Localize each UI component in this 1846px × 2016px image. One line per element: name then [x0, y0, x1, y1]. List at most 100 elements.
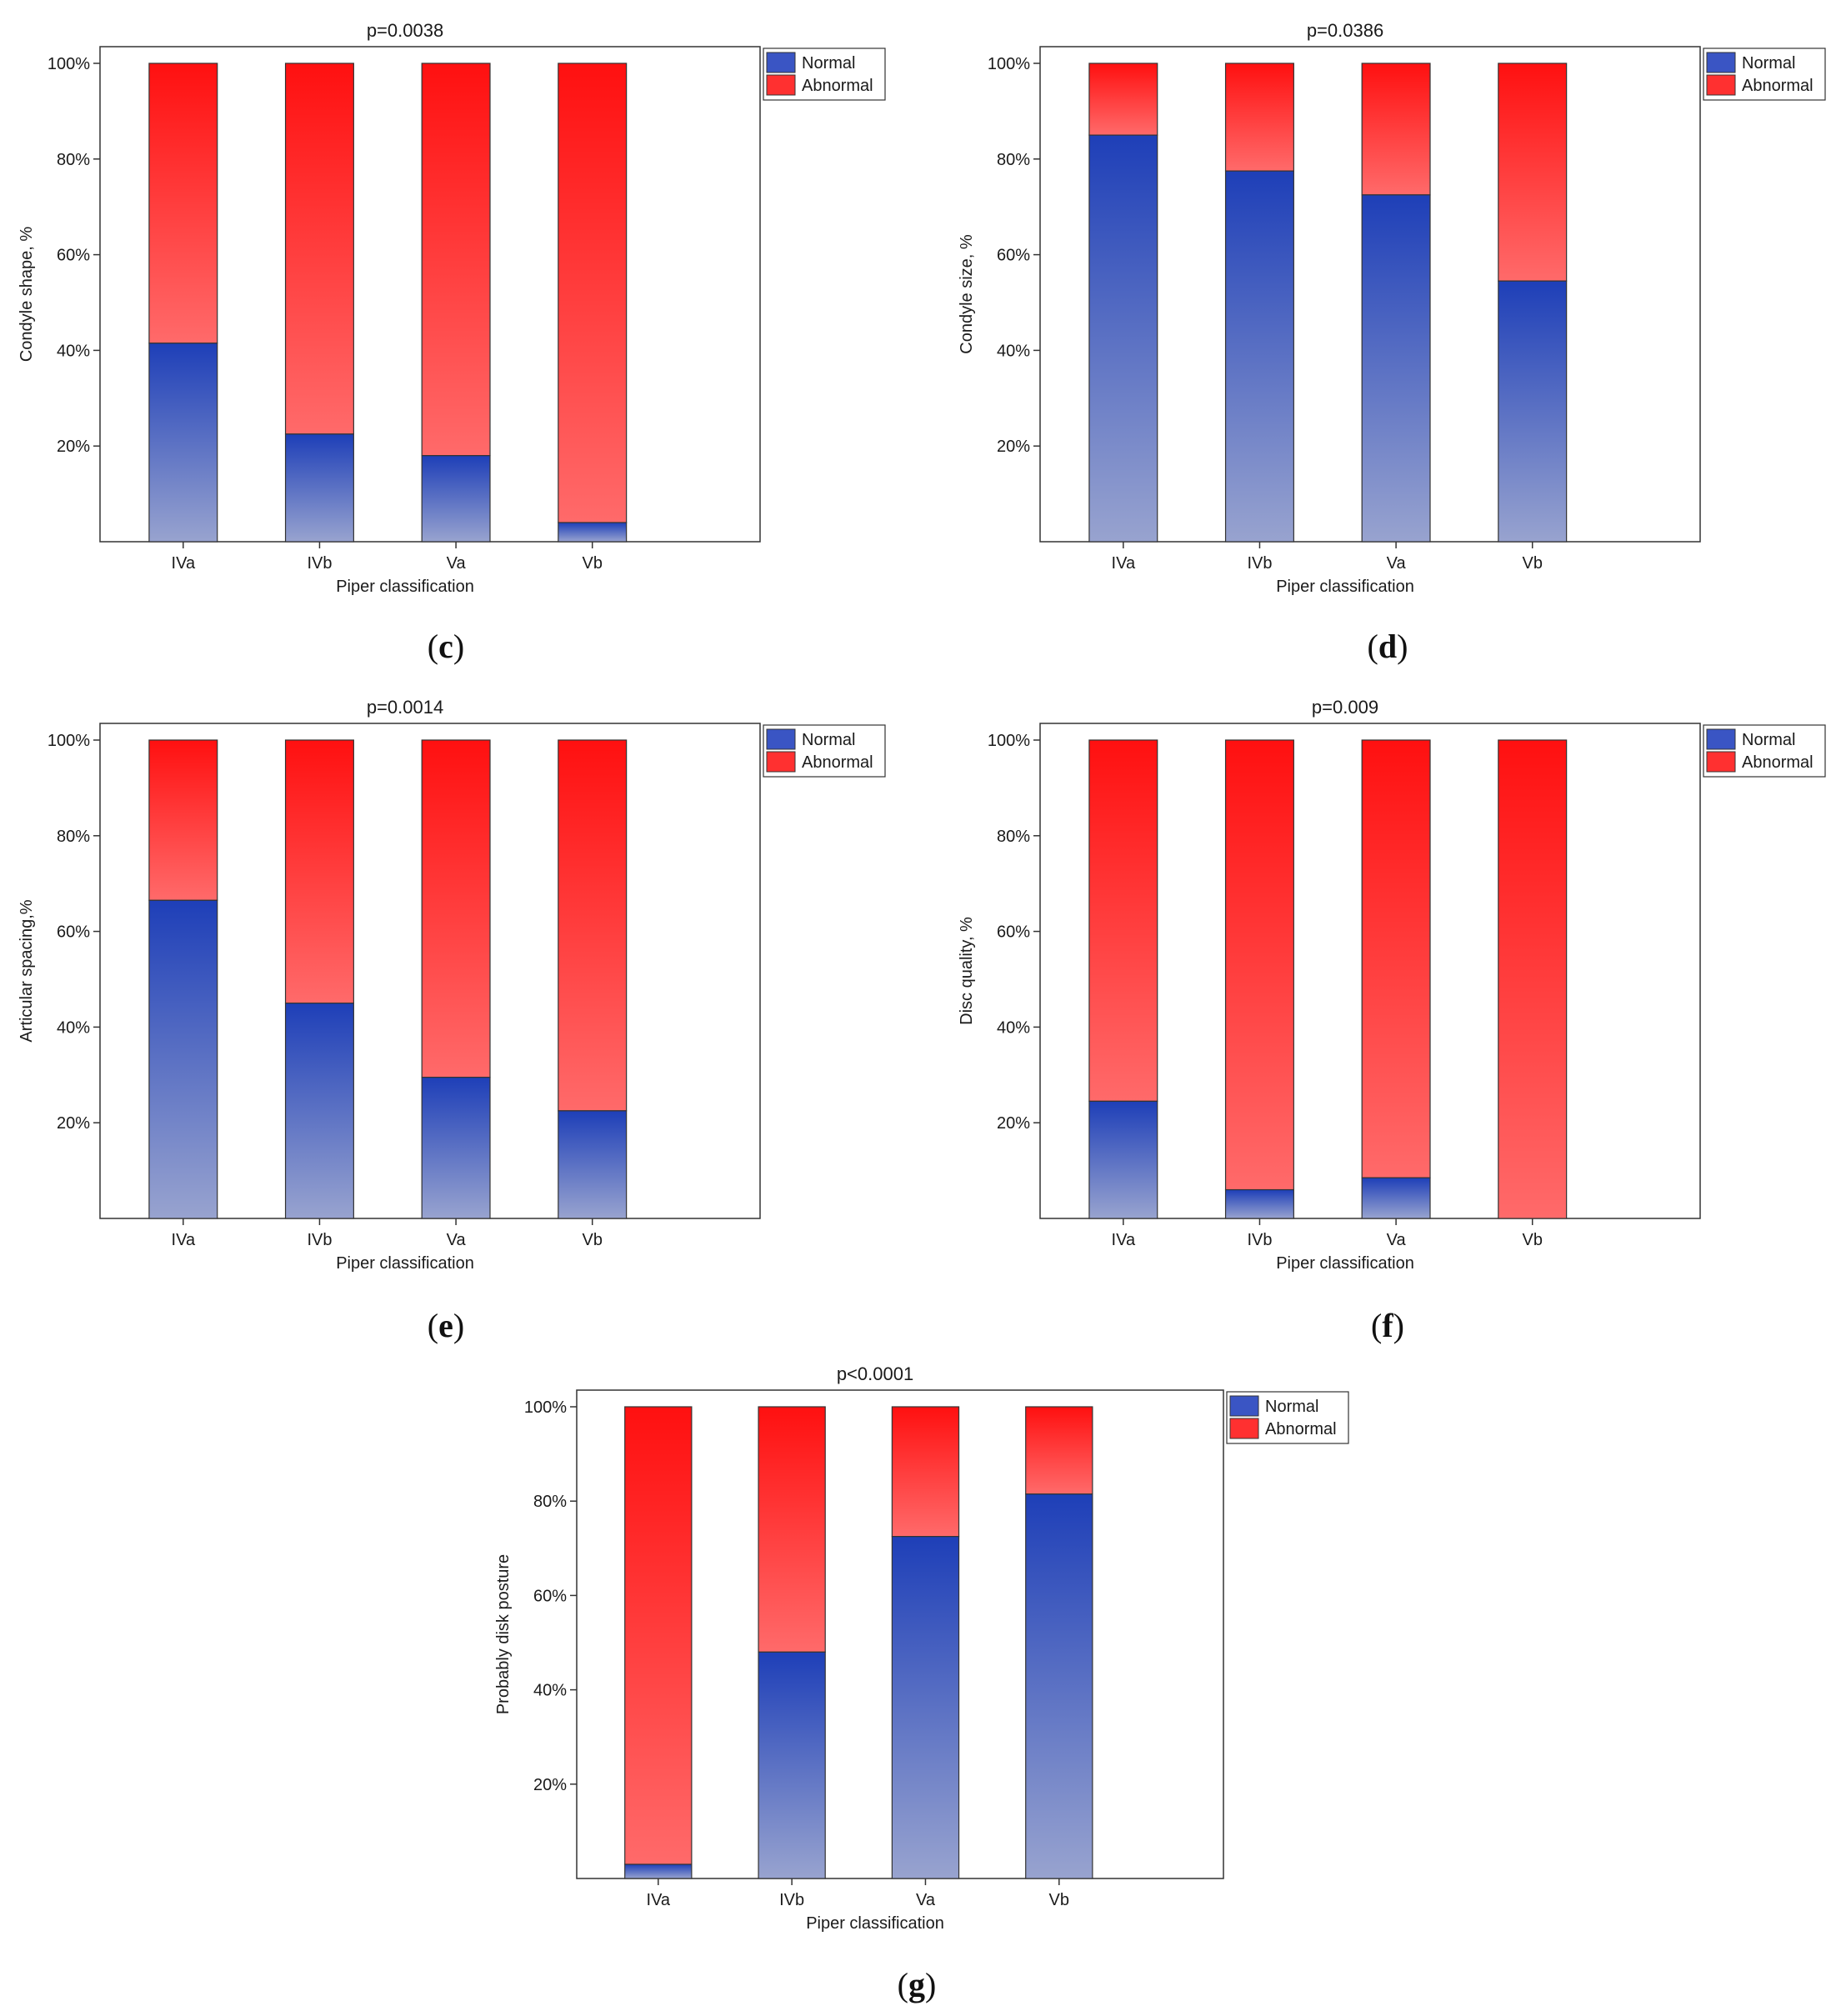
x-tick-label-f-Va: Va [1387, 1231, 1407, 1249]
caption-g: (g) [897, 1966, 937, 2003]
caption-g-label: g [908, 1966, 925, 2003]
x-tick-label-g-IVb: IVb [779, 1891, 804, 1909]
legend-label-e-abnormal: Abnormal [802, 753, 873, 772]
x-tick-label-g-Vb: Vb [1049, 1891, 1069, 1909]
caption-f-label: f [1382, 1307, 1393, 1344]
y-axis-label-c: Condyle shape, % [18, 227, 36, 363]
chart-title-d: p=0.0386 [1307, 20, 1383, 41]
caption-e-label: e [438, 1307, 453, 1344]
legend-label-c-normal: Normal [802, 54, 855, 73]
y-tick-label-c-60: 60% [57, 247, 90, 265]
bar-abnormal-g-Vb [1025, 1406, 1093, 1495]
legend-f: Normal Abnormal [1703, 724, 1826, 778]
legend-swatch-f-normal [1706, 728, 1736, 750]
bar-normal-g-IVa [624, 1863, 693, 1879]
y-tick-label-f-60: 60% [997, 923, 1030, 942]
chart-title-e: p=0.0014 [367, 697, 443, 718]
legend-label-d-normal: Normal [1742, 54, 1795, 73]
y-axis-label-f: Disc quality, % [958, 917, 976, 1025]
x-tick-label-g-IVa: IVa [647, 1891, 671, 1909]
legend-label-d-abnormal: Abnormal [1742, 77, 1813, 95]
bar-abnormal-e-IVb [284, 739, 354, 1004]
caption-d-label: d [1378, 628, 1398, 665]
y-tick-label-g-100: 100% [524, 1398, 567, 1417]
x-tick-label-e-Vb: Vb [582, 1231, 602, 1249]
y-tick-label-f-80: 80% [997, 828, 1030, 846]
bar-normal-e-IVb [284, 1003, 354, 1219]
legend-swatch-f-abnormal [1706, 751, 1736, 773]
x-tick-label-d-IVa: IVa [1112, 554, 1136, 573]
legend-label-f-normal: Normal [1742, 731, 1795, 749]
y-tick-label-d-20: 20% [997, 438, 1030, 456]
y-tick-label-d-60: 60% [997, 247, 1030, 265]
x-tick-label-c-IVa: IVa [172, 554, 196, 573]
bar-abnormal-c-IVa [148, 63, 218, 344]
y-tick-label-e-100: 100% [48, 732, 90, 750]
bar-normal-g-Va [891, 1536, 960, 1879]
legend-swatch-d-abnormal [1706, 74, 1736, 96]
caption-c: (c) [427, 628, 465, 665]
bar-abnormal-d-IVb [1224, 63, 1294, 172]
y-tick-label-g-40: 40% [533, 1682, 567, 1700]
caption-e: (e) [427, 1307, 465, 1344]
legend-label-g-abnormal: Abnormal [1265, 1420, 1337, 1438]
legend-swatch-c-abnormal [766, 74, 796, 96]
bar-abnormal-g-Va [891, 1406, 960, 1538]
legend-swatch-d-normal [1706, 52, 1736, 73]
x-tick-label-f-Vb: Vb [1522, 1231, 1542, 1249]
y-tick-label-e-60: 60% [57, 923, 90, 942]
chart-f: p=0.009 20% 40% 60% 80% 100% Disc quality, % Pi… [958, 697, 1826, 1273]
y-tick-label-d-100: 100% [988, 55, 1030, 73]
x-tick-label-e-IVb: IVb [307, 1231, 332, 1249]
caption-f: (f) [1371, 1307, 1404, 1344]
legend-g: Normal Abnormal [1226, 1391, 1349, 1444]
x-axis-label-c: Piper classification [336, 578, 474, 596]
bar-abnormal-g-IVa [624, 1406, 693, 1865]
bar-normal-g-IVb [758, 1651, 826, 1879]
y-axis-label-e: Articular spacing,% [18, 899, 36, 1042]
bar-abnormal-d-Va [1361, 63, 1431, 196]
x-axis-label-f: Piper classification [1276, 1254, 1414, 1273]
legend-swatch-g-abnormal [1229, 1418, 1259, 1439]
y-tick-label-e-80: 80% [57, 828, 90, 846]
x-axis-label-g: Piper classification [806, 1914, 944, 1933]
chart-title-g: p<0.0001 [837, 1363, 913, 1384]
bar-normal-f-Va [1361, 1177, 1431, 1219]
y-tick-label-e-20: 20% [57, 1114, 90, 1133]
x-tick-label-f-IVb: IVb [1247, 1231, 1272, 1249]
bar-abnormal-e-IVa [148, 739, 218, 901]
bar-normal-g-Vb [1025, 1493, 1093, 1879]
legend-swatch-c-normal [766, 52, 796, 73]
bar-abnormal-g-IVb [758, 1406, 826, 1653]
y-tick-label-g-60: 60% [533, 1587, 567, 1605]
bar-abnormal-f-IVb [1224, 739, 1294, 1191]
bar-abnormal-f-IVa [1088, 739, 1158, 1102]
bar-normal-d-Va [1361, 194, 1431, 543]
y-tick-label-f-20: 20% [997, 1114, 1030, 1133]
x-tick-label-d-Vb: Vb [1522, 554, 1542, 573]
bar-abnormal-c-Va [421, 63, 491, 457]
y-tick-label-c-20: 20% [57, 438, 90, 456]
bar-normal-c-IVa [148, 343, 218, 543]
x-axis-label-e: Piper classification [336, 1254, 474, 1273]
y-tick-label-d-80: 80% [997, 151, 1030, 169]
bar-abnormal-e-Va [421, 739, 491, 1078]
y-tick-label-c-100: 100% [48, 55, 90, 73]
bar-abnormal-e-Vb [558, 739, 628, 1112]
y-tick-label-g-80: 80% [533, 1493, 567, 1511]
y-axis-label-g: Probably disk posture [494, 1554, 513, 1714]
legend-d: Normal Abnormal [1703, 48, 1826, 101]
bar-normal-c-Vb [558, 522, 628, 543]
y-axis-label-d: Condyle size, % [958, 234, 976, 354]
chart-d: p=0.0386 20% 40% 60% 80% 100% Condyle size, % P… [958, 20, 1826, 596]
x-tick-label-d-Va: Va [1387, 554, 1407, 573]
legend-label-c-abnormal: Abnormal [802, 77, 873, 95]
bar-normal-d-Vb [1498, 280, 1568, 543]
bar-normal-d-IVa [1088, 134, 1158, 543]
legend-e: Normal Abnormal [763, 724, 886, 778]
caption-c-label: c [438, 628, 453, 665]
bar-normal-c-Va [421, 455, 491, 543]
chart-title-c: p=0.0038 [367, 20, 443, 41]
x-axis-label-d: Piper classification [1276, 578, 1414, 596]
